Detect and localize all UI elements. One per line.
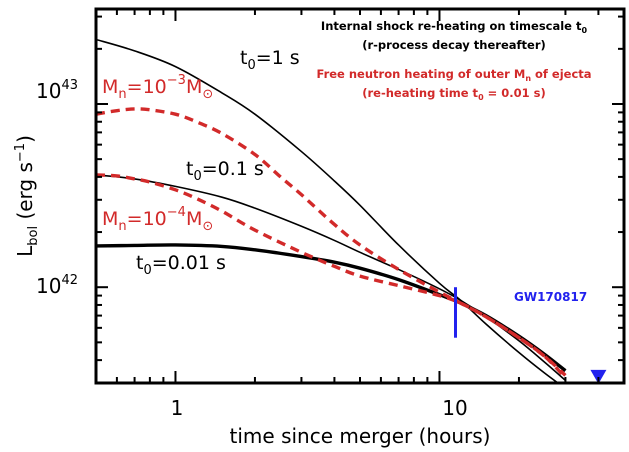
x-axis-label: time since merger (hours) — [230, 424, 491, 448]
annotation-black-line2: (r-process decay thereafter) — [362, 38, 546, 52]
curve-label-t0-0.1s: t0=0.1 s — [186, 158, 264, 184]
annotation-red-line1: Free neutron heating of outer Mn of ejec… — [316, 67, 591, 83]
y-axis-label-unit-sup: −1 — [13, 143, 28, 162]
curve-label-t0-0.01s: t0=0.01 s — [136, 252, 226, 278]
series-mn-1e-3 — [96, 107, 567, 380]
y-tick-label-1e42: 1042 — [36, 273, 78, 298]
x-tick-label-10: 10 — [442, 396, 467, 420]
annotation-black-line1: Internal shock re-heating on timescale t… — [321, 19, 588, 35]
x-tick-label-1: 1 — [171, 396, 184, 420]
y-axis-label-sub: bol — [26, 226, 41, 246]
y-axis-label-unit-close: ) — [13, 135, 37, 143]
series-t0-0.1s — [96, 174, 566, 381]
y-axis-label-unit: (erg s — [13, 162, 37, 219]
gw170817-upper-limit-triangle — [590, 369, 607, 384]
curve-label-mn-1e-4: Mn=10−4M⊙ — [102, 205, 213, 234]
curve-label-mn-1e-3: Mn=10−3M⊙ — [102, 73, 213, 102]
annotation-red-line2: (re-heating time t0 = 0.01 s) — [362, 86, 546, 102]
y-axis-label: Lbol (erg s−1) — [13, 135, 41, 257]
curve-label-t0-1s: t0=1 s — [240, 47, 300, 73]
series-t0-1s — [96, 38, 560, 383]
y-axis-label-main: L — [13, 245, 37, 257]
gw170817-label: GW170817 — [514, 290, 587, 304]
plot-frame — [94, 7, 626, 385]
series-mn-1e-4 — [96, 173, 567, 377]
y-tick-label-1e43: 1043 — [36, 78, 78, 103]
